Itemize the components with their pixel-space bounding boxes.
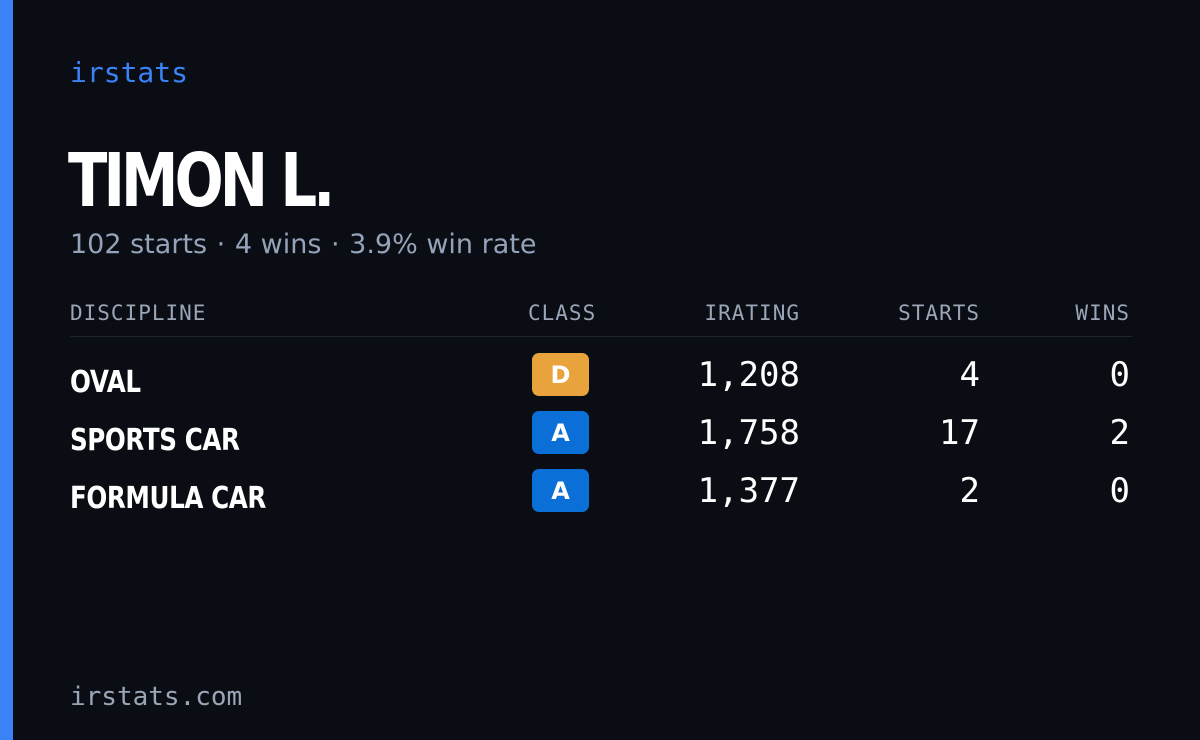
header-wins: WINS [1075, 301, 1130, 325]
header-irating: IRATING [704, 301, 800, 325]
summary-starts: 102 starts [70, 229, 208, 260]
summary-separator: · [216, 229, 226, 260]
table-row: FORMULA CAR A 1,377 2 0 [70, 469, 1132, 527]
table-row: SPORTS CAR A 1,758 17 2 [70, 411, 1132, 469]
starts-value: 2 [959, 471, 980, 511]
header-discipline: DISCIPLINE [70, 301, 207, 325]
driver-summary: 102 starts · 4 wins · 3.9% win rate [70, 228, 536, 262]
starts-value: 17 [939, 413, 980, 453]
starts-value: 4 [959, 355, 980, 395]
table-header: DISCIPLINE CLASS IRATING STARTS WINS [70, 300, 1132, 337]
irating-value: 1,758 [697, 413, 800, 453]
irating-value: 1,377 [697, 471, 800, 511]
header-class: CLASS [528, 301, 597, 325]
wins-value: 2 [1109, 413, 1130, 453]
class-badge: A [532, 411, 589, 454]
accent-bar [0, 0, 13, 740]
summary-wins: 4 wins [234, 229, 322, 260]
class-badge: A [532, 469, 589, 512]
irating-value: 1,208 [697, 355, 800, 395]
header-starts: STARTS [898, 301, 980, 325]
discipline-name: SPORTS CAR [70, 423, 240, 458]
footer-url: irstats.com [70, 682, 243, 712]
discipline-name: OVAL [70, 365, 141, 400]
license-table: DISCIPLINE CLASS IRATING STARTS WINS OVA… [70, 300, 1132, 516]
discipline-name: FORMULA CAR [70, 481, 266, 516]
table-body: OVAL D 1,208 4 0 SPORTS CAR A 1,758 17 2… [70, 353, 1132, 527]
table-row: OVAL D 1,208 4 0 [70, 353, 1132, 411]
brand-logo: irstats [70, 56, 189, 89]
summary-win-rate: 3.9% win rate [349, 229, 537, 260]
wins-value: 0 [1109, 355, 1130, 395]
driver-name: TIMON L. [68, 138, 335, 224]
class-badge: D [532, 353, 589, 396]
summary-separator: · [330, 229, 340, 260]
wins-value: 0 [1109, 471, 1130, 511]
